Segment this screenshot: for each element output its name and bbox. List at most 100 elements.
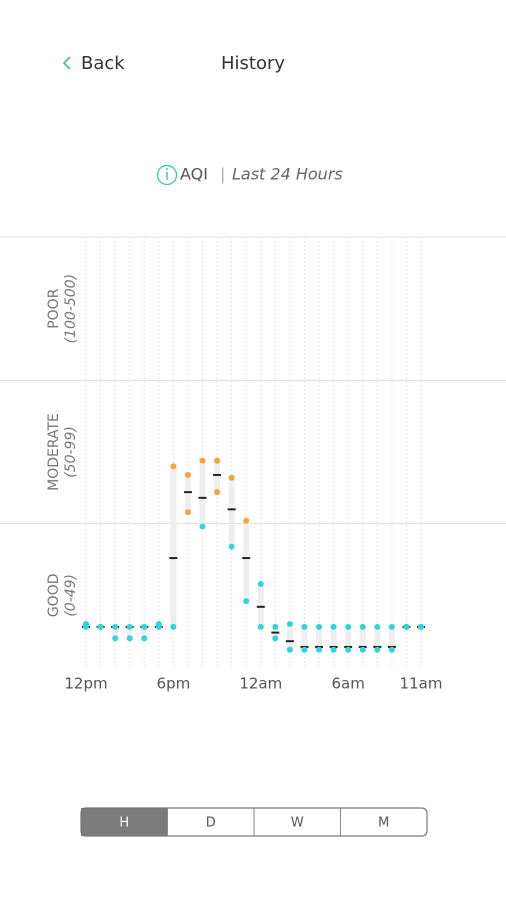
value-dot (359, 646, 366, 653)
range-bar (388, 626, 395, 650)
value-dot (374, 623, 381, 630)
value-dot (257, 580, 264, 587)
tab-background (340, 808, 427, 836)
band-range: (50-99) (63, 426, 79, 478)
range-bar (199, 460, 206, 527)
tab[interactable]: H (81, 808, 168, 836)
range-bar (374, 626, 381, 650)
range-bar (330, 626, 337, 650)
range-bar (112, 626, 119, 639)
value-dot (83, 623, 89, 630)
value-dot (388, 623, 395, 630)
x-tick-label: 12am (239, 675, 282, 693)
range-bar (316, 626, 323, 650)
separator: | (220, 165, 225, 184)
value-dot (301, 646, 308, 653)
value-dot (286, 646, 293, 653)
tab-label: H (119, 816, 129, 831)
value-dot (374, 646, 381, 653)
info-icon-dot (166, 168, 168, 170)
mean-dash (271, 631, 280, 634)
value-dot (286, 621, 293, 627)
range-bar (170, 466, 177, 627)
value-dot (359, 623, 366, 630)
value-dot (272, 623, 279, 630)
x-tick-label: 6pm (157, 675, 191, 693)
value-dot (345, 646, 352, 653)
value-dot (170, 463, 177, 470)
value-dot (228, 543, 235, 550)
tab[interactable]: D (167, 808, 255, 836)
tab-label: D (206, 816, 216, 831)
aqi-chart: GOOD (0-49) MODERATE (50-99) POOR (100-500) 12… (0, 236, 506, 693)
value-dot (243, 517, 250, 524)
band-name: GOOD (46, 573, 62, 617)
value-dot (126, 635, 133, 642)
value-dot (345, 623, 352, 630)
band-range: (100-500) (63, 274, 79, 343)
value-dot (184, 509, 191, 516)
mean-dash (183, 491, 192, 494)
x-tick-label: 12pm (64, 675, 107, 693)
info-icon (156, 164, 178, 186)
tab[interactable]: W (254, 808, 341, 836)
value-dot (214, 489, 221, 496)
back-label: Back (81, 53, 125, 74)
value-dot (316, 623, 323, 630)
value-dot (316, 646, 323, 653)
tab-background (254, 808, 341, 836)
band-range: (0-49) (63, 574, 79, 617)
back-button[interactable]: Back (62, 53, 125, 74)
mean-dash (227, 508, 236, 511)
band-name: POOR (46, 288, 62, 328)
page-title: History (221, 53, 285, 74)
value-dot (141, 623, 148, 630)
range-bar (126, 626, 133, 639)
value-dot (141, 635, 148, 642)
value-dot (184, 471, 191, 478)
range-bar (214, 460, 221, 493)
value-dot (97, 623, 104, 630)
range-bar (228, 477, 235, 547)
value-dot (243, 598, 250, 605)
range-bar (184, 474, 191, 513)
mean-dash (256, 605, 265, 608)
band-name: MODERATE (46, 413, 62, 491)
value-dot (272, 635, 279, 642)
range-bar (257, 583, 264, 627)
info-button[interactable] (156, 164, 178, 186)
value-dot (199, 523, 206, 530)
range-bar (345, 626, 352, 650)
value-dot (112, 623, 119, 630)
value-dot (228, 474, 235, 481)
x-tick-label: 11am (400, 675, 443, 693)
value-dot (330, 646, 337, 653)
mean-dash (242, 557, 251, 560)
range-bar (243, 520, 250, 602)
back-chevron (62, 56, 71, 70)
mean-dash (285, 640, 294, 643)
tab-label: W (291, 816, 304, 831)
value-dot (301, 623, 308, 630)
tab-border (80, 807, 428, 837)
value-dot (330, 623, 337, 630)
metric-label: AQI (180, 165, 208, 184)
value-dot (388, 646, 395, 653)
mean-dash (213, 473, 222, 476)
range-bar (301, 626, 308, 650)
period-label: Last 24 Hours (232, 165, 343, 184)
value-dot (403, 623, 410, 630)
tab-label: M (378, 816, 389, 831)
value-dot (155, 623, 162, 630)
mean-dash (169, 557, 178, 560)
range-bar (359, 626, 366, 650)
value-dot (170, 623, 177, 630)
value-dot (214, 457, 221, 464)
tab-background (167, 808, 254, 836)
value-dot (112, 635, 119, 642)
tab[interactable]: M (340, 808, 428, 836)
tab-background (81, 808, 168, 836)
